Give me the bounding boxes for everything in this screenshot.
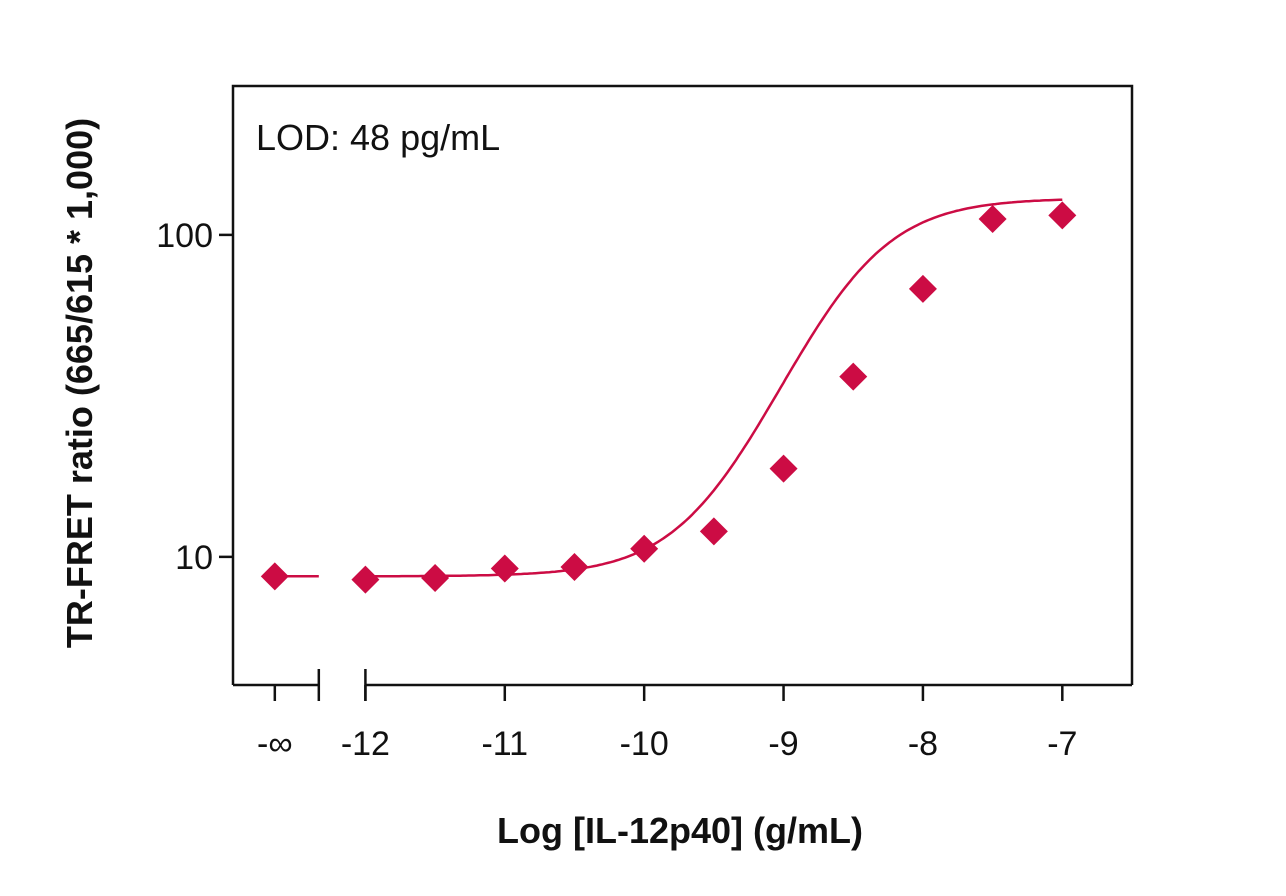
data-points [260,201,1077,594]
data-point [490,554,519,583]
data-point [260,562,289,591]
x-tick-label: -12 [341,725,390,763]
x-tick-label: -11 [481,725,528,763]
data-point [560,553,589,582]
data-point [630,534,659,563]
frame-border [231,84,1134,685]
data-point [908,274,937,303]
y-tick-label: 100 [156,217,213,255]
data-point [699,517,728,546]
x-tick-label: -8 [908,725,938,763]
data-point [1048,201,1077,230]
x-axis-title: Log [IL-12p40] (g/mL) [497,810,863,851]
fit-curve-group [266,198,1063,578]
x-tick-label: -∞ [257,725,293,763]
plot-frame [231,84,1134,701]
x-tick-label: -7 [1047,725,1077,763]
x-tick-label: -9 [768,725,798,763]
data-point [839,362,868,391]
data-point [978,205,1007,234]
x-tick-label: -10 [620,725,669,763]
lod-annotation: LOD: 48 pg/mL [256,117,500,158]
data-point [769,454,798,483]
y-tick-label: 10 [175,539,213,577]
data-point [351,565,380,594]
data-point [421,563,450,592]
y-axis-title: TR-FRET ratio (665/615 * 1,000) [59,118,100,648]
y-axis: 10 100 [156,217,233,577]
x-axis: -∞ -12 -11 -10 -9 -8 -7 [257,685,1077,763]
fit-curve [365,198,1063,578]
